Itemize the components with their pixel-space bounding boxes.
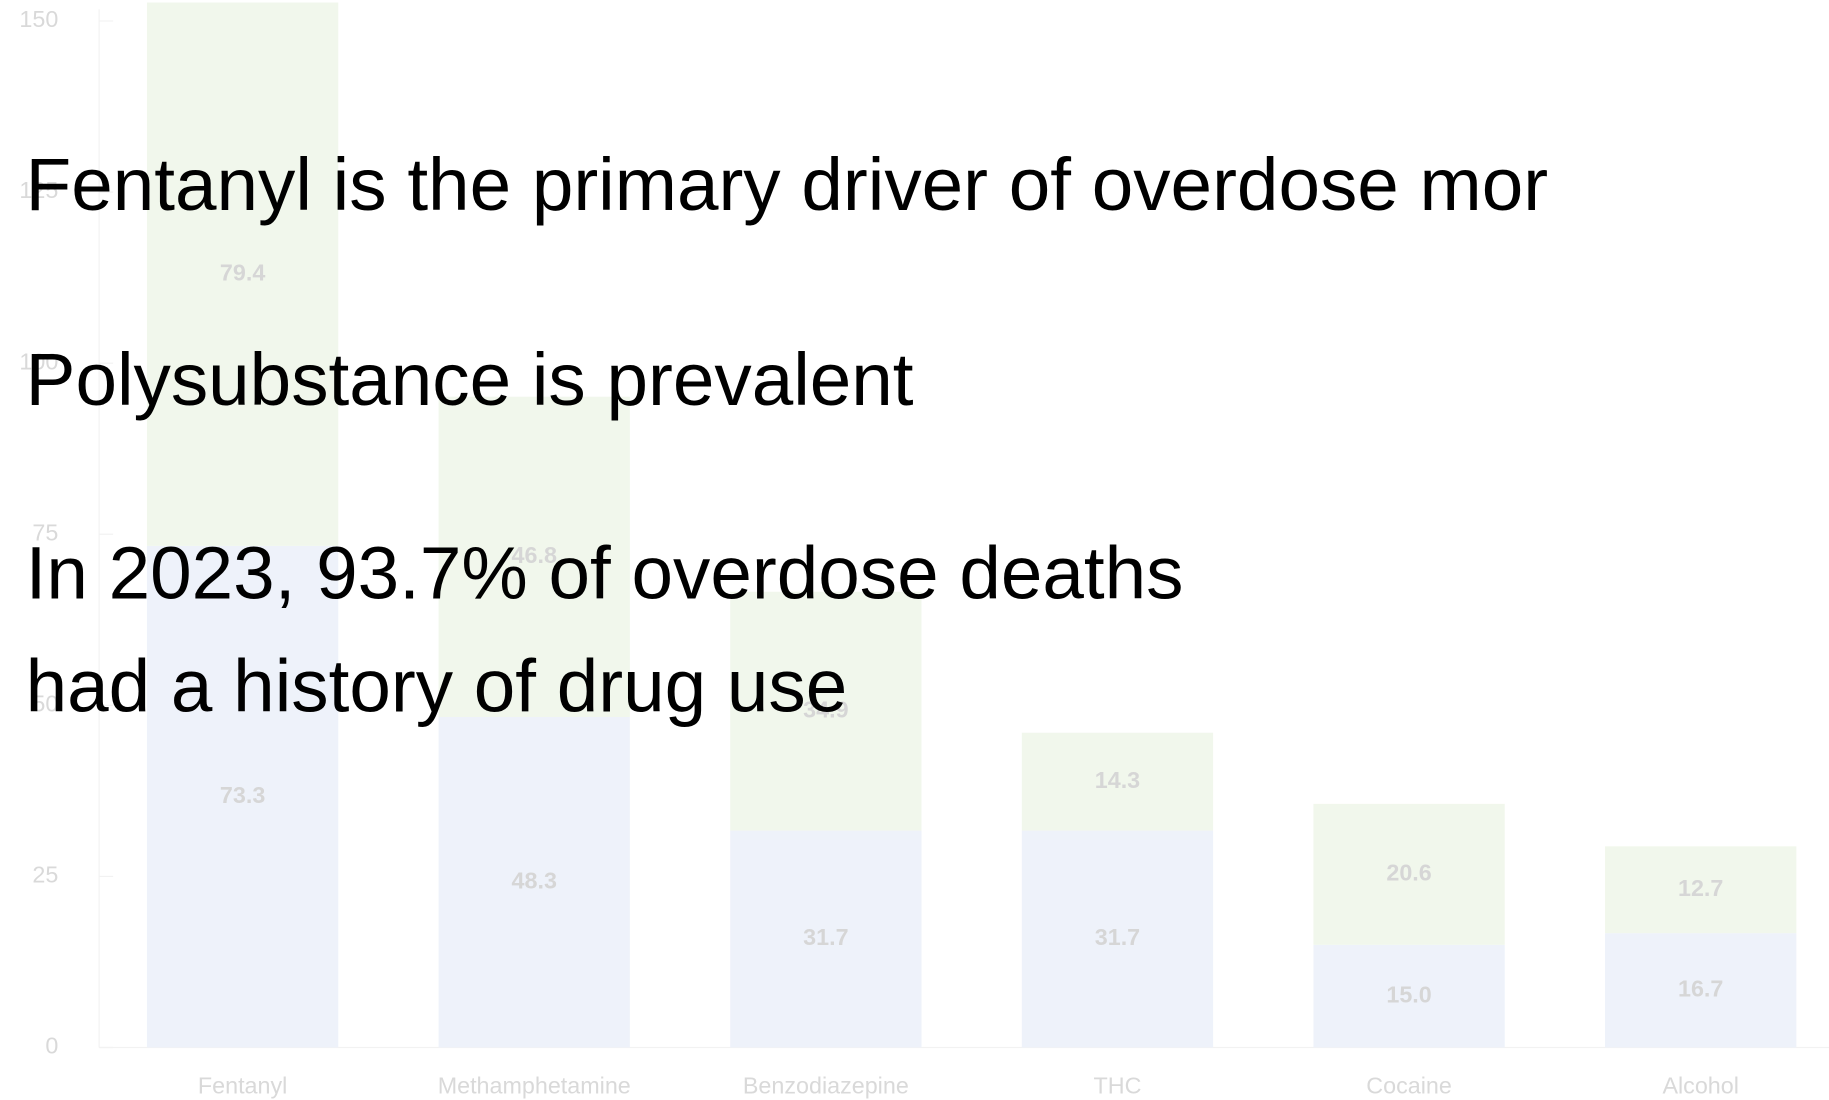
- headline: Fentanyl is the primary driver of overdo…: [26, 142, 1548, 226]
- data-label: 14.3: [1095, 767, 1140, 793]
- y-tick-label: 0: [45, 1033, 58, 1059]
- data-label: 31.7: [1095, 924, 1140, 950]
- data-label: 46.8: [512, 542, 557, 568]
- data-label: 73.3: [220, 782, 265, 808]
- bar-segment: [730, 591, 922, 831]
- data-label: 48.3: [512, 867, 557, 893]
- bar-segment: [1605, 846, 1797, 934]
- data-label: 12.7: [1678, 875, 1723, 901]
- slide-text: Fentanyl is the primary driver of overdo…: [26, 142, 1548, 728]
- data-label: 15.0: [1386, 981, 1431, 1007]
- bar-segment: [438, 716, 630, 1048]
- y-tick-label: 125: [19, 177, 58, 203]
- chart: 0 25 50 75 100 125 150 73.3 79.4 Fentanyl 48.3 46.8…: [19, 2, 1829, 1098]
- bar-segment: [1021, 732, 1214, 831]
- y-tick-label: 25: [32, 862, 58, 888]
- bar-segment: [438, 396, 630, 717]
- x-tick-label: Methamphetamine: [438, 1072, 631, 1098]
- x-tick-label: Fentanyl: [198, 1072, 287, 1098]
- data-label: 79.4: [220, 259, 265, 285]
- bar-segment: [730, 830, 922, 1048]
- headline: In 2023, 93.7% of overdose deaths: [26, 530, 1184, 614]
- bar-segment: [146, 2, 339, 546]
- x-tick-label: Cocaine: [1366, 1072, 1452, 1098]
- x-tick-label: Alcohol: [1662, 1072, 1738, 1098]
- data-label: 16.7: [1678, 976, 1723, 1002]
- y-tick-label: 50: [32, 690, 58, 716]
- x-tick-label: Benzodiazepine: [743, 1072, 909, 1098]
- bar-segment: [1605, 933, 1797, 1048]
- x-tick-label: THC: [1094, 1072, 1142, 1098]
- y-tick-label: 150: [19, 6, 58, 32]
- bar-segment: [1021, 830, 1214, 1048]
- data-label: 20.6: [1386, 860, 1431, 886]
- data-label: 31.7: [803, 924, 848, 950]
- bar-segment: [1313, 803, 1505, 945]
- headline: Polysubstance is prevalent: [26, 337, 914, 421]
- bar-segment: [1313, 944, 1505, 1048]
- y-tick-label: 100: [19, 348, 58, 374]
- data-label: 34.9: [803, 696, 848, 722]
- y-tick-label: 75: [32, 519, 58, 545]
- headline: had a history of drug use: [26, 644, 848, 728]
- bar-segment: [146, 545, 339, 1048]
